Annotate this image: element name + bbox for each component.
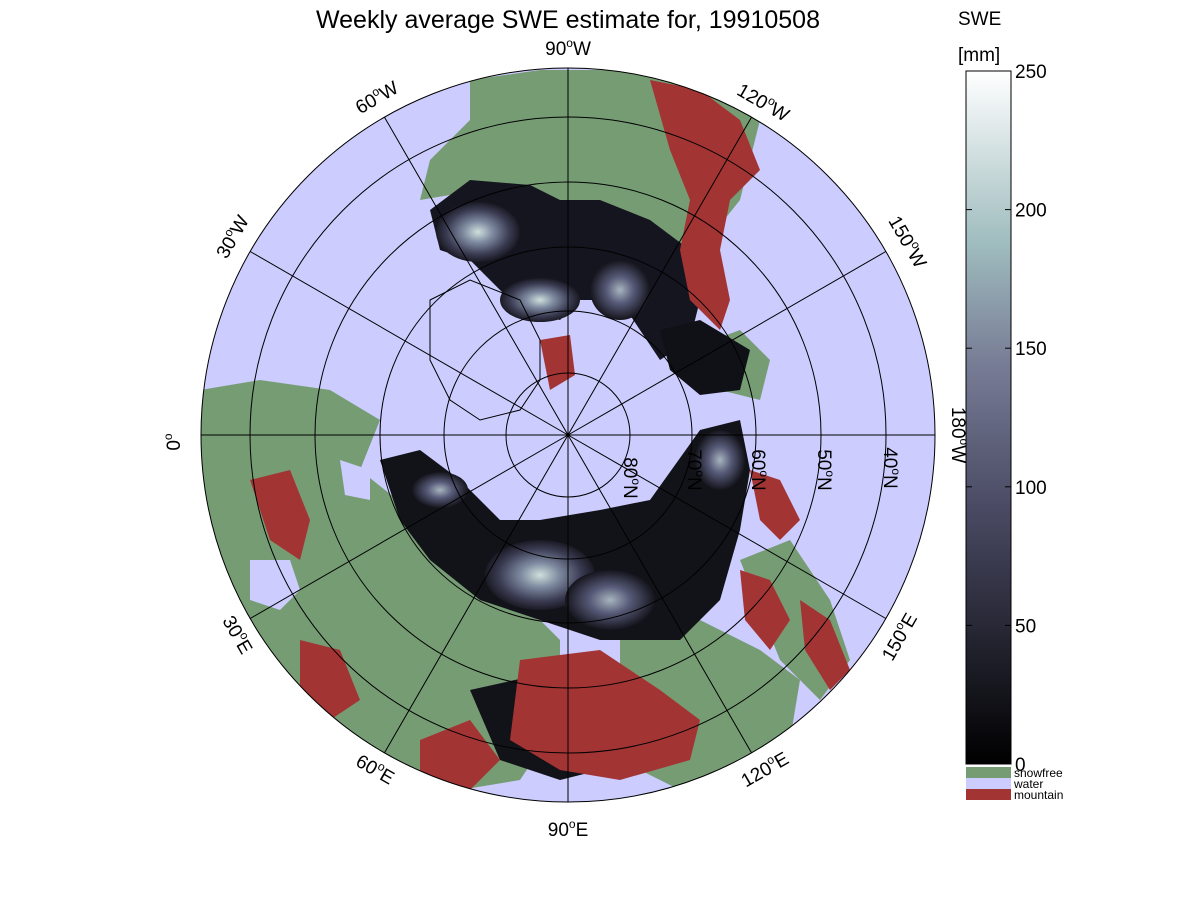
colorbar-tick-label: 200 <box>1015 201 1047 222</box>
colorbar-ticks: 0 50 100 150 200 250 <box>966 62 1047 776</box>
lat-label: 60oN <box>747 449 771 491</box>
latitude-labels: 80oN 70oN 60oN 50oN 40oN <box>619 447 903 499</box>
legend-label-water: water <box>1013 777 1043 791</box>
lon-label: 0o <box>161 433 185 451</box>
colorbar-tick-label: 0 <box>1015 755 1026 776</box>
meridian-lines <box>201 68 935 802</box>
lon-label: 180oW <box>947 407 971 463</box>
lat-label: 70oN <box>683 449 707 491</box>
lat-label: 50oN <box>813 449 837 491</box>
legend-swatch-snowfree <box>966 767 1011 778</box>
legend-swatch-mountain <box>966 789 1011 800</box>
colorbar-title-line1: SWE <box>958 9 1001 30</box>
colorbar-title-line2: [mm] <box>958 45 1000 66</box>
colorbar-tick-label: 100 <box>1015 478 1047 499</box>
lon-label: 30oW <box>210 211 254 263</box>
legend-swatch-water <box>966 778 1011 789</box>
map-title: Weekly average SWE estimate for, 1991050… <box>316 6 820 34</box>
colorbar-tick-label: 250 <box>1015 62 1047 83</box>
lon-label: 90oE <box>548 817 589 841</box>
legend-label-snowfree: snowfree <box>1014 766 1063 780</box>
lat-label: 40oN <box>879 447 903 489</box>
colorbar: SWE [mm] 0 50 100 150 200 250 <box>958 9 1047 776</box>
lon-label: 90oW <box>545 36 591 60</box>
polar-map <box>201 68 935 802</box>
colorbar-tick-label: 150 <box>1015 339 1047 360</box>
map-border <box>200 67 936 803</box>
colorbar-tick-label: 50 <box>1015 616 1036 637</box>
colorbar-gradient <box>965 70 1012 765</box>
lat-label: 80oN <box>619 457 643 499</box>
legend-label-mountain: mountain <box>1014 788 1063 802</box>
swe-coverage <box>380 180 750 780</box>
mountain-areas <box>250 80 850 790</box>
lon-label: 120oE <box>736 746 792 792</box>
greenland-outline <box>429 279 541 421</box>
